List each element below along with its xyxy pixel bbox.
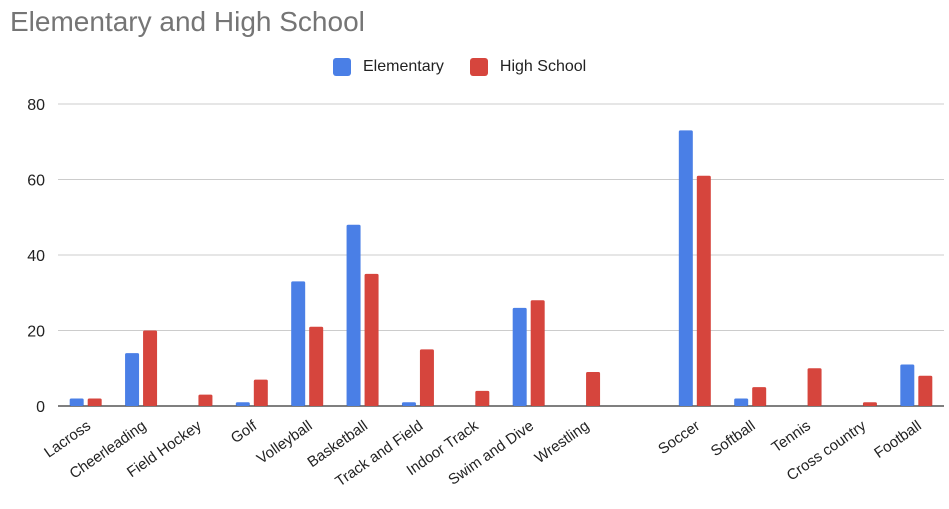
bar-high-school <box>696 175 711 406</box>
y-tick-label: 60 <box>27 173 45 190</box>
y-tick-label: 20 <box>27 324 45 341</box>
bar-high-school <box>143 330 158 406</box>
x-tick-label: Wrestling <box>532 417 593 467</box>
x-tick-label: Tennis <box>769 417 814 456</box>
bar-high-school <box>530 300 545 406</box>
legend-swatch-high-school <box>469 58 488 76</box>
bar-high-school <box>309 326 324 406</box>
legend-label-high-school: High School <box>499 58 587 75</box>
bar-high-school <box>87 398 102 406</box>
y-tick-label: 40 <box>27 248 45 265</box>
legend: Elementary High School <box>333 58 612 76</box>
bar-high-school <box>586 372 601 406</box>
bar-elementary <box>291 281 306 406</box>
x-tick-label: Golf <box>228 417 261 447</box>
bar-elementary <box>512 307 527 406</box>
x-tick-label: Soccer <box>655 417 703 458</box>
x-tick-label: Softball <box>708 417 759 460</box>
bar-high-school <box>198 394 213 406</box>
bar-high-school <box>918 375 933 406</box>
bar-elementary <box>734 398 749 406</box>
y-tick-label: 80 <box>27 97 45 114</box>
bar-elementary <box>900 364 915 406</box>
bar-high-school <box>475 390 490 406</box>
chart-title: Elementary and High School <box>10 6 365 37</box>
bar-high-school <box>364 273 379 406</box>
legend-label-elementary: Elementary <box>363 58 444 75</box>
y-tick-label: 0 <box>36 399 45 416</box>
bar-high-school <box>752 387 767 406</box>
bar-elementary <box>69 398 84 406</box>
bar-elementary <box>235 402 250 406</box>
legend-item-high-school[interactable]: High School <box>469 58 587 76</box>
bar-high-school <box>862 402 877 406</box>
legend-swatch-elementary <box>333 58 351 76</box>
bar-high-school <box>807 368 822 406</box>
legend-item-elementary[interactable]: Elementary <box>333 58 444 76</box>
bar-high-school <box>419 349 434 406</box>
x-tick-label: Football <box>871 417 924 462</box>
bar-high-school <box>253 379 268 406</box>
bar-elementary <box>401 402 416 406</box>
bar-elementary <box>125 353 140 406</box>
bar-elementary <box>678 130 693 407</box>
bar-elementary <box>346 224 361 406</box>
